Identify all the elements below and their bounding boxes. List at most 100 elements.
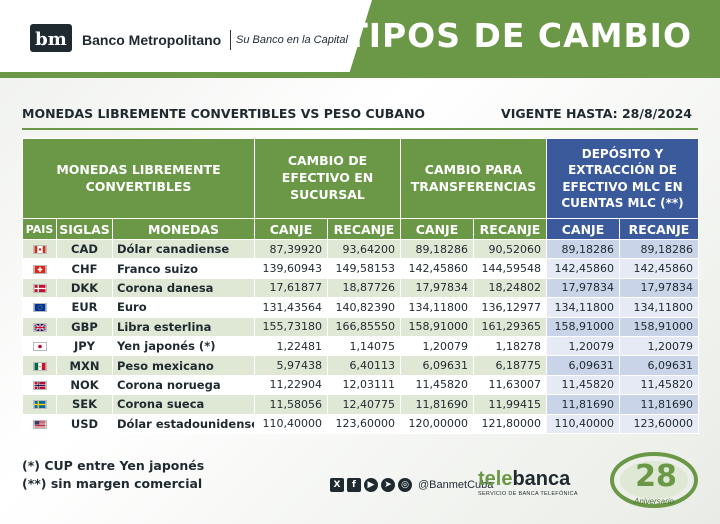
mlc-recanje-value: 11,45820: [619, 374, 699, 396]
eu-flag-icon: [32, 303, 47, 313]
col-cash-canje: CANJE: [254, 218, 328, 240]
mlc-canje-value: 110,40000: [546, 413, 620, 434]
country-flag: [22, 277, 57, 299]
currency-code: GBP: [56, 316, 113, 337]
col-siglas: SIGLAS: [56, 218, 113, 240]
country-flag: [22, 394, 57, 415]
currency-code: EUR: [56, 297, 113, 318]
cash-recanje-value: 166,85550: [327, 316, 401, 337]
cash-canje-value: 17,61877: [254, 277, 328, 299]
japan-flag-icon: [32, 342, 47, 352]
col-cash-recanje: RECANJE: [327, 218, 401, 240]
social-handle[interactable]: @BanmetCuba: [418, 479, 494, 491]
transfer-canje-value: 134,11800: [400, 297, 474, 318]
cash-recanje-value: 18,87726: [327, 277, 401, 299]
header-transfers: CAMBIO PARA TRANSFERENCIAS: [400, 138, 547, 219]
x-icon[interactable]: X: [330, 478, 344, 492]
page-title: TIPOS DE CAMBIO: [345, 16, 692, 55]
sweden-flag-icon: [32, 400, 47, 410]
mlc-recanje-value: 142,45860: [619, 258, 699, 279]
table-row: MXN Peso mexicano 5,97438 6,40113 6,09631 6,1…: [22, 355, 699, 376]
currency-code: NOK: [56, 374, 113, 396]
currency-name: Libra esterlina: [112, 316, 255, 337]
cash-canje-value: 131,43564: [254, 297, 328, 318]
transfer-canje-value: 6,09631: [400, 355, 474, 376]
transfer-recanje-value: 161,29365: [473, 316, 547, 337]
cash-recanje-value: 1,14075: [327, 335, 401, 357]
transfer-canje-value: 89,18286: [400, 238, 474, 260]
transfer-canje-value: 1,20079: [400, 335, 474, 357]
transfer-recanje-value: 11,63007: [473, 374, 547, 396]
table-row: CAD Dólar canadiense 87,39920 93,64200 89,18…: [22, 238, 699, 260]
transfer-canje-value: 142,45860: [400, 258, 474, 279]
cash-canje-value: 87,39920: [254, 238, 328, 260]
transfer-canje-value: 17,97834: [400, 277, 474, 299]
country-flag: [22, 413, 57, 434]
mlc-recanje-value: 123,60000: [619, 413, 699, 434]
cash-canje-value: 110,40000: [254, 413, 328, 434]
mexico-flag-icon: [32, 361, 47, 371]
transfer-canje-value: 158,91000: [400, 316, 474, 337]
facebook-icon[interactable]: f: [347, 478, 361, 492]
col-transfer-recanje: RECANJE: [473, 218, 547, 240]
country-flag: [22, 238, 57, 260]
currency-code: DKK: [56, 277, 113, 299]
currency-name: Peso mexicano: [112, 355, 255, 376]
mlc-canje-value: 142,45860: [546, 258, 620, 279]
transfer-recanje-value: 11,99415: [473, 394, 547, 415]
mlc-recanje-value: 89,18286: [619, 238, 699, 260]
cash-canje-value: 5,97438: [254, 355, 328, 376]
col-pais: PAIS: [22, 218, 57, 240]
country-flag: [22, 297, 57, 318]
mlc-recanje-value: 17,97834: [619, 277, 699, 299]
transfer-recanje-value: 136,12977: [473, 297, 547, 318]
table-row: CHF Franco suizo 139,60943 149,58153 142,458…: [22, 258, 699, 279]
transfer-recanje-value: 90,52060: [473, 238, 547, 260]
currency-name: Corona danesa: [112, 277, 255, 299]
mlc-canje-value: 158,91000: [546, 316, 620, 337]
mlc-canje-value: 11,81690: [546, 394, 620, 415]
currency-code: SEK: [56, 394, 113, 415]
anniversary-label: Aniversario: [633, 497, 675, 506]
header-mlc: DEPÓSITO Y EXTRACCIÓN DE EFECTIVO MLC EN…: [546, 138, 699, 219]
currency-code: CAD: [56, 238, 113, 260]
youtube-icon[interactable]: ▶: [364, 478, 378, 492]
switzerland-flag-icon: [32, 264, 47, 274]
mlc-recanje-value: 11,81690: [619, 394, 699, 415]
transfer-recanje-value: 144,59548: [473, 258, 547, 279]
col-mlc-recanje: RECANJE: [619, 218, 699, 240]
denmark-flag-icon: [32, 283, 47, 293]
bank-slogan: Su Banco en la Capital: [236, 34, 348, 46]
currency-name: Corona sueca: [112, 394, 255, 415]
svg-text:bm: bm: [35, 29, 67, 50]
transfer-canje-value: 120,00000: [400, 413, 474, 434]
transfer-recanje-value: 18,24802: [473, 277, 547, 299]
anniversary-badge: 28 Aniversario: [610, 452, 698, 508]
mlc-recanje-value: 134,11800: [619, 297, 699, 318]
currency-name: Yen japonés (*): [112, 335, 255, 357]
mlc-canje-value: 11,45820: [546, 374, 620, 396]
table-row: EUR Euro 131,43564 140,82390 134,11800 136,12…: [22, 297, 699, 318]
currency-code: JPY: [56, 335, 113, 357]
rate-rows: CAD Dólar canadiense 87,39920 93,64200 89,18…: [22, 238, 699, 434]
currency-code: MXN: [56, 355, 113, 376]
col-transfer-canje: CANJE: [400, 218, 474, 240]
col-monedas: MONEDAS: [112, 218, 255, 240]
cash-recanje-value: 12,03111: [327, 374, 401, 396]
web-icon[interactable]: ◎: [398, 478, 412, 492]
mlc-recanje-value: 1,20079: [619, 335, 699, 357]
transfer-recanje-value: 1,18278: [473, 335, 547, 357]
usa-flag-icon: [32, 419, 47, 429]
footnote-yen: (*) CUP entre Yen japonés: [22, 458, 205, 473]
telegram-icon[interactable]: ➤: [381, 478, 395, 492]
subtitle-rule: [22, 128, 698, 130]
cash-canje-value: 1,22481: [254, 335, 328, 357]
telebanca-subtitle: SERVICIO DE BANCA TELEFÓNICA: [478, 491, 578, 497]
cash-recanje-value: 140,82390: [327, 297, 401, 318]
header-cash-exchange: CAMBIO DE EFECTIVO EN SUCURSAL: [254, 138, 401, 219]
mlc-recanje-value: 158,91000: [619, 316, 699, 337]
mlc-canje-value: 6,09631: [546, 355, 620, 376]
cash-canje-value: 139,60943: [254, 258, 328, 279]
cash-recanje-value: 93,64200: [327, 238, 401, 260]
currency-code: CHF: [56, 258, 113, 279]
